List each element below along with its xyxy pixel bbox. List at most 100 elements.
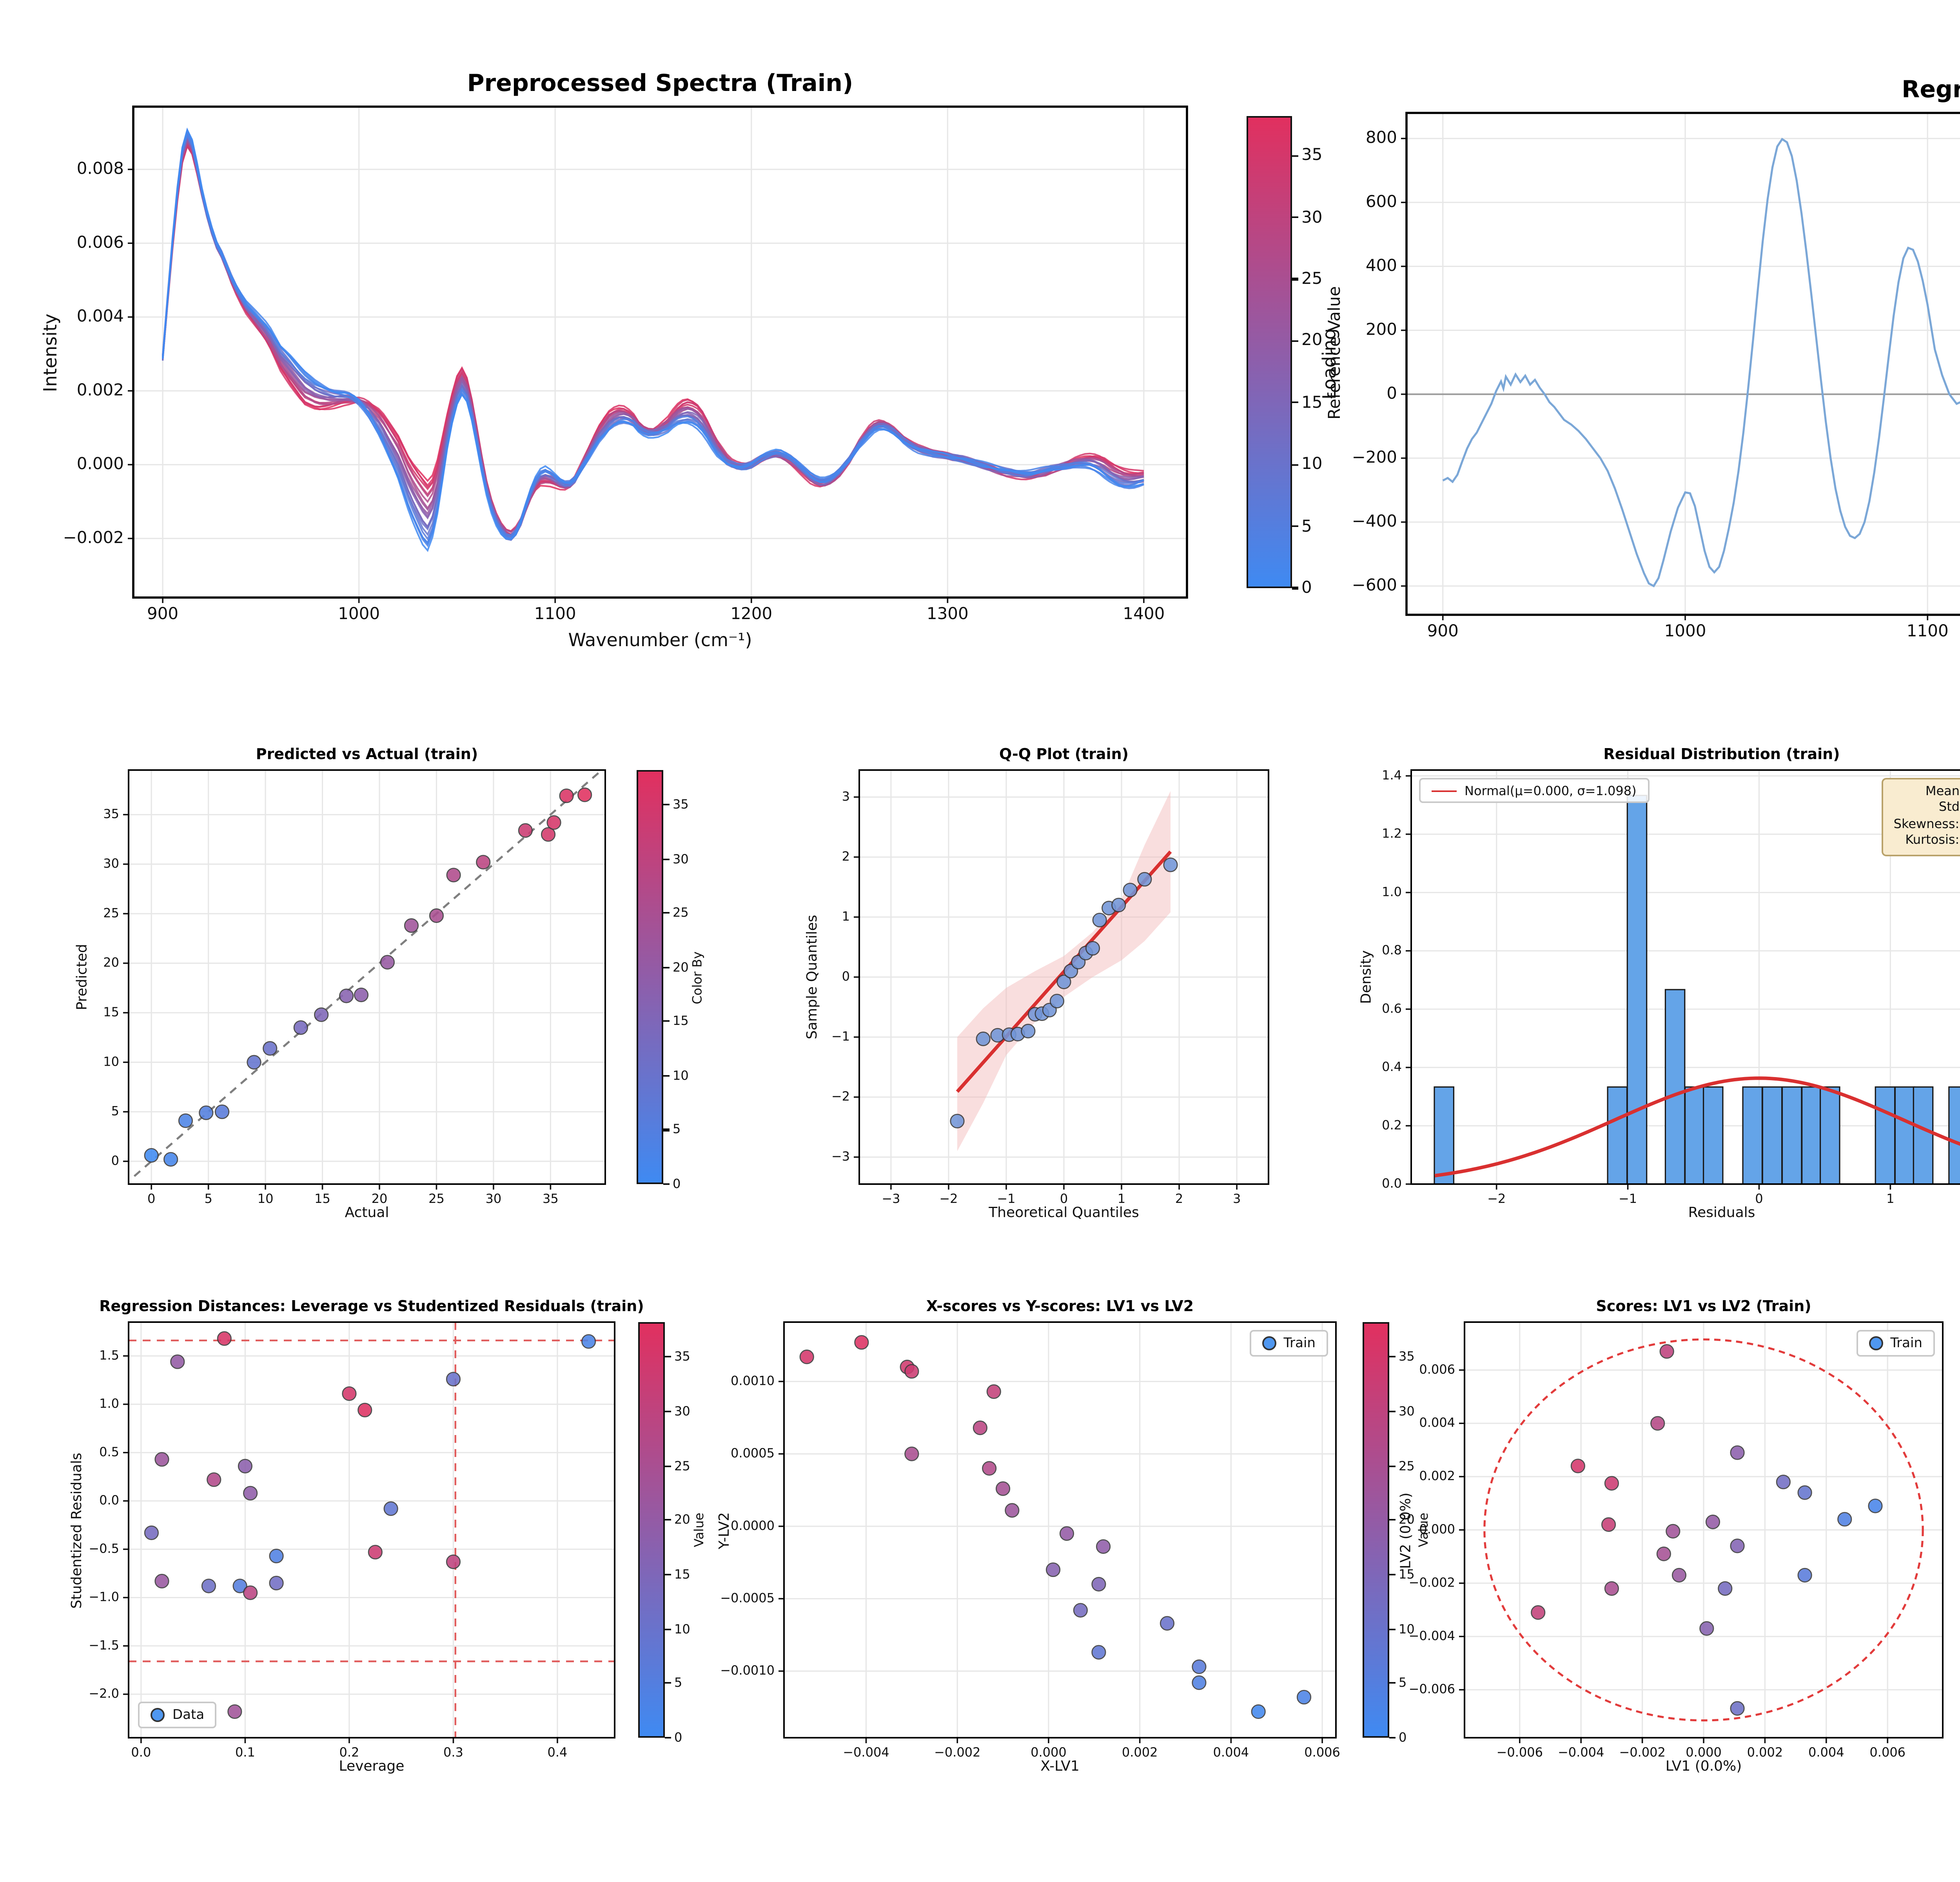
svg-text:−1.5: −1.5 [89,1638,119,1653]
colorbar-tick: 20 [1389,1513,1415,1527]
svg-text:−3: −3 [831,1149,850,1164]
colorbar-tick: 20 [1292,332,1323,351]
colorbar-tick: 0 [1292,579,1312,598]
svg-text:−3: −3 [882,1191,900,1206]
colorbar-tick: 10 [1389,1622,1415,1636]
qq-plot: Q-Q Plot (train) Theoretical Quantiles S… [806,747,1269,1222]
colorbar-tick: 0 [663,1177,681,1191]
svg-text:3: 3 [842,789,850,804]
svg-text:3: 3 [1233,1191,1241,1206]
colorbar-label: Color By [691,950,705,1004]
svg-text:0.6: 0.6 [1382,1001,1402,1016]
svg-text:1100: 1100 [1907,621,1949,640]
svg-text:0.0: 0.0 [1382,1176,1402,1191]
legend-label: Data [172,1707,205,1723]
x-axis-label: Residuals [1688,1206,1755,1222]
svg-text:0: 0 [842,969,850,984]
svg-text:30: 30 [103,856,119,871]
colorbar-tick: 30 [665,1404,690,1419]
y-axis-label: Sample Quantiles [806,915,822,1039]
legend-item: Train [1868,1335,1922,1351]
colorbar-tick: 35 [1292,146,1323,165]
svg-text:0: 0 [1387,383,1397,403]
svg-text:30: 30 [486,1191,502,1206]
svg-text:20: 20 [372,1191,388,1206]
plot-canvas: 900 1000 1100 1200 1300 1400 0.008 0.006 0.004 0.… [63,105,1188,623]
legend: Train [1856,1330,1935,1357]
svg-text:0.0: 0.0 [99,1493,119,1508]
svg-text:−0.002: −0.002 [1619,1745,1665,1760]
svg-text:0.1: 0.1 [235,1745,255,1760]
colorbar-tick: 0 [1389,1731,1406,1745]
svg-text:0.5: 0.5 [99,1444,119,1459]
svg-text:−0.002: −0.002 [63,528,124,547]
svg-text:1: 1 [1118,1191,1125,1206]
svg-text:−0.004: −0.004 [1409,1628,1455,1643]
svg-text:0.004: 0.004 [1808,1745,1844,1760]
svg-text:1.5: 1.5 [99,1348,119,1362]
svg-text:−1.0: −1.0 [89,1590,119,1604]
colorbar-tick: 10 [1292,455,1323,474]
plot-title: Q-Q Plot (train) [999,747,1129,764]
svg-text:0.006: 0.006 [1419,1362,1455,1377]
colorbar-tick: 5 [665,1676,682,1690]
colorbar-tick: 20 [663,960,689,974]
plot-canvas: 0.0 0.1 0.2 0.3 0.4 −2.0 −1.5 −1.0 −0.5 0.0 0.5 1.0… [89,1321,615,1760]
svg-text:0.004: 0.004 [77,306,124,325]
svg-text:1: 1 [1886,1191,1894,1206]
svg-text:0.006: 0.006 [1304,1745,1340,1760]
y-axis-label: LV2 (0.0%) [1399,1491,1414,1568]
svg-text:0.002: 0.002 [1747,1745,1783,1760]
svg-text:1.0: 1.0 [1382,884,1402,899]
stat-skewness: Skewness: -0.0373 [1893,817,1960,831]
svg-text:−0.002: −0.002 [934,1745,980,1760]
plot-canvas: −0.006 −0.004 −0.002 0.000 0.002 0.004 0.006 −0… [1409,1321,1944,1760]
dot-swatch-icon [1868,1336,1883,1350]
svg-text:1100: 1100 [534,604,576,623]
legend-label: Train [1283,1335,1316,1351]
svg-text:0.004: 0.004 [1419,1415,1455,1430]
legend-item: Normal(μ=0.000, σ=1.098) [1432,783,1637,797]
svg-text:0.0005: 0.0005 [731,1446,775,1461]
svg-text:0: 0 [1060,1191,1068,1206]
svg-text:0.008: 0.008 [77,159,124,178]
x-axis-label: Leverage [339,1760,405,1775]
y-axis-label: Loading [1319,328,1341,400]
colorbar-gradient [638,1322,665,1738]
colorbar-gradient [637,770,663,1184]
svg-text:0.2: 0.2 [339,1745,359,1760]
svg-text:−600: −600 [1352,575,1397,594]
svg-text:−0.002: −0.002 [1409,1575,1455,1590]
leverage-plot: Regression Distances: Leverage vs Studen… [71,1299,644,1775]
colorbar-tick: 35 [665,1350,690,1364]
stat-kurtosis: Kurtosis: -0.5802 [1905,833,1960,847]
legend: Normal(μ=0.000, σ=1.098) [1419,778,1649,803]
x-axis-label: Theoretical Quantiles [989,1206,1139,1222]
svg-text:1000: 1000 [338,604,380,623]
colorbar-tick: 5 [663,1123,681,1137]
colorbar-tick: 10 [663,1069,689,1083]
regression-coefficients-plot: Regression Coefficients Wavenumber (cm⁻¹… [1319,75,1960,640]
colorbar-tick: 30 [1292,208,1323,227]
svg-text:−0.006: −0.006 [1409,1682,1455,1697]
svg-text:0.4: 0.4 [1382,1059,1402,1074]
xy-scores-plot: X-scores vs Y-scores: LV1 vs LV2 X-LV1 Y… [718,1299,1340,1775]
svg-text:1: 1 [842,909,850,924]
svg-text:10: 10 [103,1054,119,1069]
svg-text:35: 35 [543,1191,559,1206]
scores-plot: Scores: LV1 vs LV2 (Train) LV1 (0.0%) LV… [1399,1299,1944,1775]
colorbar-tick: 25 [1292,270,1323,289]
svg-text:0.000: 0.000 [1686,1745,1722,1760]
legend-item: Train [1261,1335,1316,1351]
x-axis-label: X-LV1 [1040,1760,1080,1775]
stats-box: Mean: 0.0000 Std: 1.0984 Skewness: -0.03… [1881,778,1960,856]
svg-text:1400: 1400 [1123,604,1165,623]
legend: Data [138,1702,217,1728]
legend-label: Normal(μ=0.000, σ=1.098) [1465,783,1637,797]
plot-canvas: 0 5 10 15 20 25 30 35 0 5 10 15 20 25 30 35 [103,769,606,1206]
svg-text:200: 200 [1366,320,1397,339]
svg-text:400: 400 [1366,256,1397,275]
svg-text:0.006: 0.006 [77,233,124,252]
svg-text:0.4: 0.4 [548,1745,568,1760]
